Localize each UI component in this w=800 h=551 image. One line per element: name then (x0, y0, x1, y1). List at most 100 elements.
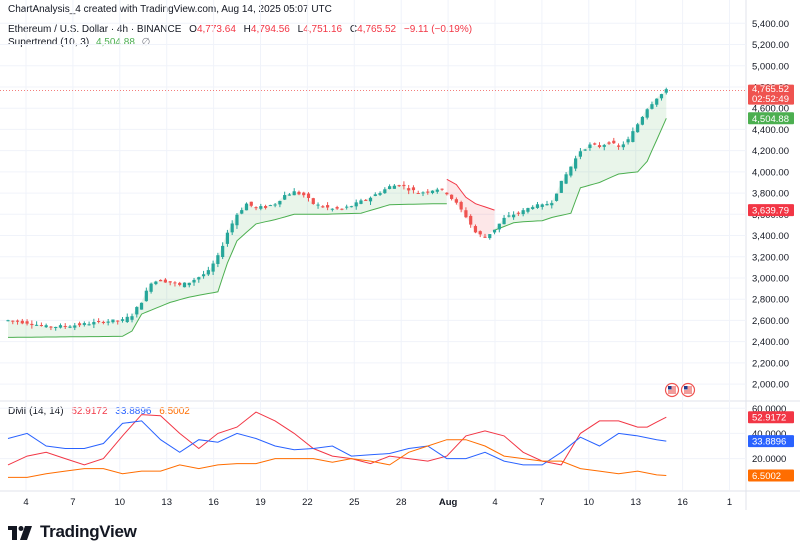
candle-body (240, 210, 244, 214)
candle-body (25, 321, 29, 324)
time-tick-label: 1 (727, 497, 732, 508)
candle-body (373, 194, 377, 196)
candle-body (325, 205, 330, 208)
price-tick-label: 2,600.00 (752, 316, 789, 327)
candle-body (569, 166, 573, 176)
candle-body (492, 229, 497, 233)
candle-body (578, 151, 582, 157)
dmi-legend[interactable]: DMI (14, 14) 52.9172 33.8896 6.5002 (8, 406, 195, 417)
price-tick-label: 2,800.00 (752, 295, 789, 306)
last-price-label-text: 4,765.52 (752, 84, 789, 95)
candle-body (464, 210, 468, 218)
candle-body (221, 245, 225, 258)
flag-stripe (684, 392, 692, 394)
candle-body (273, 204, 277, 206)
last-price-label-countdown: 02:52:49 (752, 94, 789, 105)
candles (6, 87, 668, 331)
supertrend-down-label-text: 3,639.79 (752, 206, 789, 217)
time-axis: 4 7 10 13 16 19 22 25 28 Aug 4 7 10 13 16 1 (23, 497, 732, 508)
supertrend-value: 4,504.88 (95, 37, 135, 48)
candle-body (187, 282, 191, 286)
price-tick-label: 4,200.00 (752, 146, 789, 157)
time-tick-label: 22 (302, 497, 313, 508)
candle-body (163, 279, 168, 283)
flag-field (684, 386, 692, 394)
flag-stripe (668, 390, 676, 392)
candle-body (111, 319, 115, 323)
candle-body (182, 282, 187, 288)
price-tick-label: 3,200.00 (752, 252, 789, 263)
time-tick-label: 19 (255, 497, 266, 508)
candle-body (244, 203, 249, 211)
change-value: −9.11 (−0.19%) (403, 24, 473, 35)
candle-body (345, 206, 349, 208)
time-tick-label: 4 (23, 497, 28, 508)
candle-body (583, 149, 587, 151)
dmi-series-line (7, 411, 667, 466)
supertrend-up-label-bg (748, 112, 794, 125)
candle-body (616, 145, 621, 147)
candle-body (268, 205, 272, 207)
dmi-axis: 60.0000 40.0000 20.0000 (752, 404, 786, 465)
symbol-title: Ethereum / U.S. Dollar · 4h · BINANCE (8, 24, 182, 35)
candle-body (63, 325, 67, 327)
candle-body (636, 124, 640, 133)
dmi-series-line (7, 420, 667, 466)
candle-body (397, 185, 401, 187)
candle-body (664, 89, 668, 93)
candle-body (626, 139, 630, 143)
candle-body (478, 231, 482, 235)
candle-body (516, 212, 520, 214)
candle-body (144, 290, 148, 302)
supertrend-legend[interactable]: Supertrend (10, 3) 4,504.88 ∅ (8, 37, 150, 48)
minus-di-label-text: 6.5002 (752, 471, 781, 482)
candle-body (435, 189, 439, 192)
supertrend-line (494, 118, 667, 231)
candle-body (54, 326, 58, 328)
candle-body (564, 174, 568, 184)
supertrend-up-label: 4,504.88 (748, 112, 794, 125)
open-value: O4,773.64 (189, 24, 236, 35)
candle-body (201, 274, 206, 277)
time-tick-label: 10 (115, 497, 126, 508)
candle-body (459, 202, 463, 210)
candle-body (73, 325, 77, 328)
candle-body (330, 208, 334, 210)
time-tick-label: 7 (70, 497, 75, 508)
candle-body (497, 223, 501, 230)
event-flags (664, 382, 696, 398)
candle-body (263, 206, 268, 208)
candle-body (349, 206, 354, 208)
tradingview-logo[interactable]: TradingView (8, 522, 137, 542)
plus-di-label-bg (748, 435, 794, 448)
candle-body (35, 324, 39, 326)
dmi-series-line (8, 439, 667, 478)
high-value: H4,794.56 (243, 24, 290, 35)
candle-body (340, 208, 344, 210)
chart-attribution: ChartAnalysis_4 created with TradingView… (8, 4, 332, 15)
candle-body (225, 232, 230, 244)
candle-body (120, 319, 125, 321)
grid (0, 0, 800, 510)
us-event-flag-icon[interactable] (680, 382, 696, 398)
us-event-flag-icon[interactable] (664, 382, 680, 398)
main-legend: Ethereum / U.S. Dollar · 4h · BINANCE O4… (8, 24, 477, 35)
price-tick-label: 4,400.00 (752, 125, 789, 136)
candle-body (640, 116, 645, 125)
candle-body (440, 188, 444, 190)
time-tick-label: 16 (208, 497, 219, 508)
candle-body (249, 201, 253, 206)
minus-di-label: 6.5002 (748, 469, 794, 482)
candle-body (368, 197, 373, 202)
candle-body (6, 320, 10, 322)
supertrend-label: Supertrend (10, 3) (8, 37, 90, 48)
candle-body (311, 198, 315, 204)
candle-body (230, 223, 234, 233)
time-tick-label: Aug (439, 497, 458, 508)
hidden-icon[interactable]: ∅ (141, 37, 151, 48)
dmi-plus-di-value: 33.8896 (115, 406, 152, 417)
tradingview-logo-text: TradingView (40, 522, 137, 541)
candle-body (411, 187, 416, 191)
